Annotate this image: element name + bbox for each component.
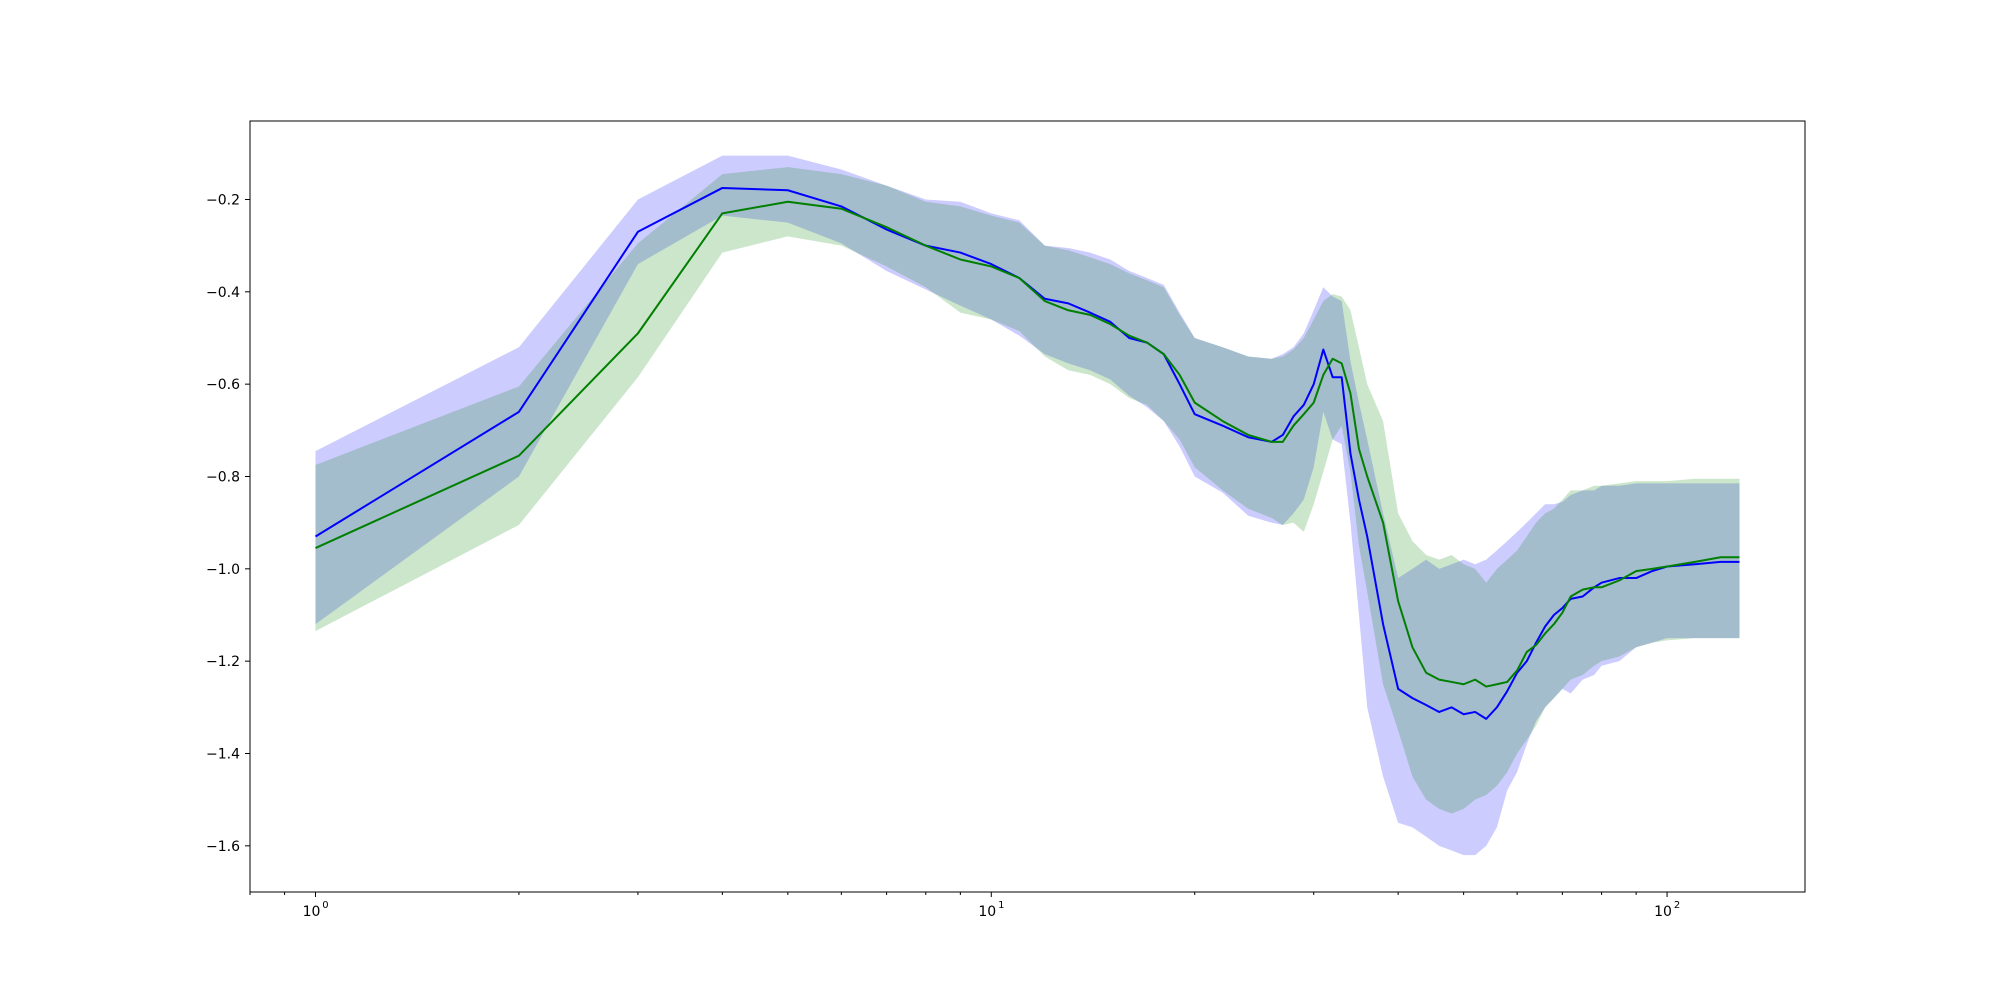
x-tick-exponent: 1 <box>998 900 1004 911</box>
bands-layer <box>315 155 1740 856</box>
y-tick-label: −1.6 <box>206 839 240 855</box>
y-tick-label: −0.8 <box>206 469 240 485</box>
y-tick-label: −0.2 <box>206 192 240 208</box>
plot-frame <box>249 120 1806 893</box>
lines-layer <box>314 186 1740 720</box>
x-axis: 10 0 10 1 10 2 <box>249 892 1680 920</box>
x-tick-label: 10 <box>303 904 321 920</box>
y-tick-label: −1.0 <box>206 562 240 578</box>
series-1-line <box>315 200 1740 688</box>
y-tick-label: −1.4 <box>206 746 240 762</box>
x-tick-exponent: 2 <box>1674 900 1680 911</box>
series-0-band <box>315 155 1740 856</box>
x-tick-label: 10 <box>978 904 996 920</box>
y-tick-label: −1.2 <box>206 654 240 670</box>
series-1-band <box>315 167 1740 814</box>
x-tick-label: 10 <box>1654 904 1672 920</box>
y-tick-label: −0.6 <box>206 377 240 393</box>
y-axis: −0.2 −0.4 −0.6 −0.8 −1.0 −1.2 −1.4 −1.6 <box>206 192 250 855</box>
x-tick-exponent: 0 <box>322 900 328 911</box>
y-tick-label: −0.4 <box>206 285 240 301</box>
